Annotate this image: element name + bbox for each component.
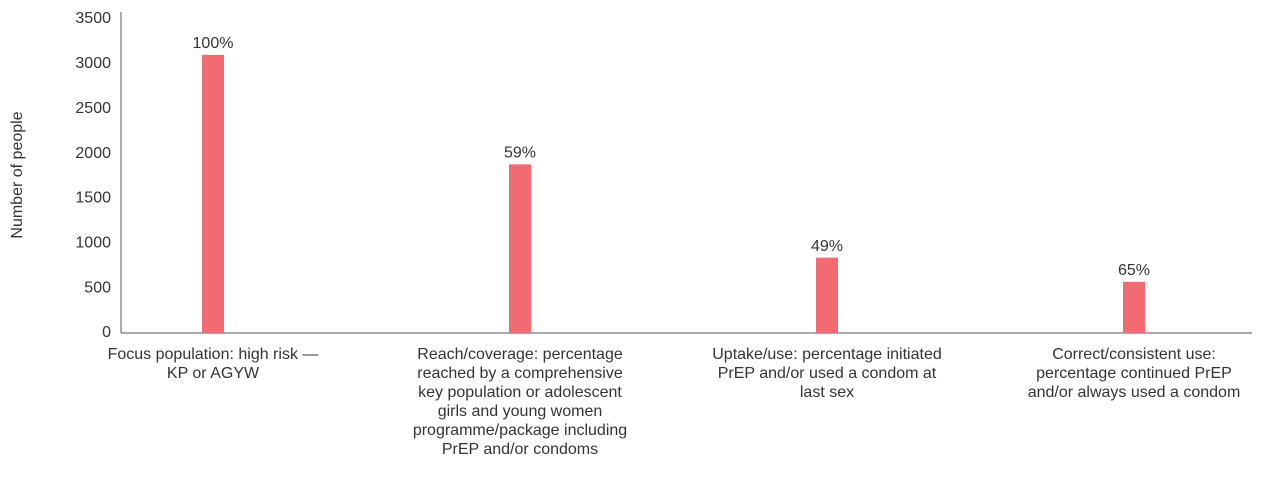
bar <box>509 164 531 333</box>
x-tick-label: Correct/consistent use: percentage conti… <box>1027 346 1241 401</box>
bar <box>202 54 224 334</box>
y-tick-label: 0 <box>102 324 111 341</box>
y-tick-label: 3500 <box>75 10 111 27</box>
y-tick-label: 3000 <box>75 55 111 72</box>
y-tick-label: 2500 <box>75 100 111 117</box>
annotation: 65% <box>1118 262 1150 279</box>
annotation: 59% <box>504 145 536 162</box>
y-tick-label: 2000 <box>75 145 111 162</box>
x-tick-label: Focus population: high risk — KP or AGYW <box>107 346 319 382</box>
annotation: 49% <box>811 238 843 255</box>
y-tick-label: 1500 <box>75 190 111 207</box>
x-tick-label: Reach/coverage: percentage reached by a … <box>412 346 628 458</box>
bar <box>1123 281 1145 333</box>
y-tick-label: 500 <box>84 279 111 296</box>
y-axis-label: Number of people <box>9 111 26 238</box>
bar <box>816 257 838 333</box>
y-tick-label: 1000 <box>75 235 111 252</box>
annotation: 100% <box>193 35 234 52</box>
x-tick-label: Uptake/use: percentage initiated PrEP an… <box>712 346 942 401</box>
